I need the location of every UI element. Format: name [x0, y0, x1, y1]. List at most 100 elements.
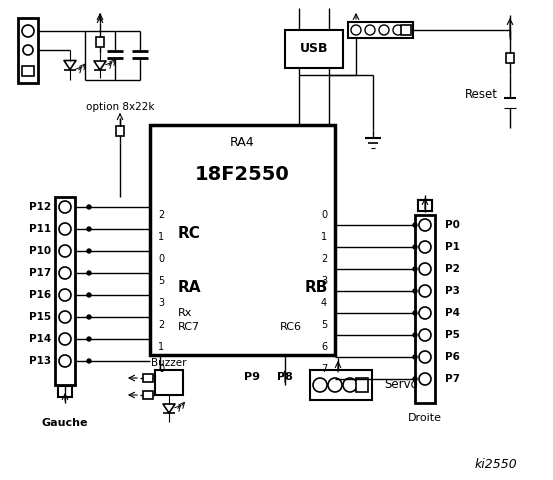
- Text: 5: 5: [321, 320, 327, 330]
- Text: 6: 6: [321, 342, 327, 352]
- Text: P14: P14: [29, 334, 51, 344]
- Bar: [150, 125, 335, 355]
- Circle shape: [313, 378, 327, 392]
- Circle shape: [328, 378, 342, 392]
- Text: Gauche: Gauche: [41, 418, 88, 428]
- Bar: [415, 215, 435, 403]
- Circle shape: [419, 241, 431, 253]
- Text: 0: 0: [321, 210, 327, 220]
- Text: P5: P5: [445, 330, 460, 340]
- Bar: [22, 66, 34, 76]
- Text: P12: P12: [29, 202, 51, 212]
- Text: 3: 3: [158, 298, 164, 308]
- Circle shape: [87, 315, 91, 319]
- Text: P8: P8: [277, 372, 293, 382]
- Circle shape: [59, 201, 71, 213]
- Circle shape: [87, 359, 91, 363]
- Bar: [418, 200, 432, 211]
- Text: 1: 1: [321, 232, 327, 242]
- Circle shape: [419, 351, 431, 363]
- Circle shape: [87, 249, 91, 253]
- Circle shape: [413, 245, 417, 249]
- Text: P10: P10: [29, 246, 51, 256]
- Circle shape: [393, 25, 403, 35]
- Bar: [285, 30, 343, 68]
- Text: Buzzer: Buzzer: [152, 358, 187, 368]
- Text: 0: 0: [158, 364, 164, 374]
- Text: P16: P16: [29, 290, 51, 300]
- Circle shape: [419, 285, 431, 297]
- Text: P13: P13: [29, 356, 51, 366]
- Text: RA: RA: [178, 280, 201, 296]
- Circle shape: [23, 45, 33, 55]
- Circle shape: [343, 378, 357, 392]
- Bar: [506, 52, 514, 62]
- Text: 18F2550: 18F2550: [195, 166, 290, 184]
- Bar: [143, 391, 153, 399]
- Bar: [348, 22, 413, 38]
- Circle shape: [22, 25, 34, 37]
- Circle shape: [59, 355, 71, 367]
- Text: 5: 5: [158, 276, 164, 286]
- Text: 1: 1: [158, 342, 164, 352]
- Text: P15: P15: [29, 312, 51, 322]
- Circle shape: [413, 355, 417, 359]
- Text: P6: P6: [445, 352, 460, 362]
- Bar: [116, 125, 124, 135]
- Circle shape: [59, 311, 71, 323]
- Bar: [418, 200, 432, 211]
- Circle shape: [419, 373, 431, 385]
- Text: ki2550: ki2550: [475, 458, 518, 471]
- Circle shape: [413, 311, 417, 315]
- Circle shape: [379, 25, 389, 35]
- Text: P17: P17: [29, 268, 51, 278]
- Circle shape: [419, 329, 431, 341]
- Circle shape: [59, 223, 71, 235]
- Text: RA4: RA4: [230, 136, 255, 149]
- Text: P9: P9: [244, 372, 260, 382]
- Text: option 8x22k: option 8x22k: [86, 102, 154, 112]
- Text: Rx: Rx: [178, 308, 192, 318]
- Text: P3: P3: [445, 286, 460, 296]
- Text: P0: P0: [445, 220, 460, 230]
- Text: RB: RB: [305, 280, 328, 296]
- Text: Droite: Droite: [408, 413, 442, 423]
- Text: P11: P11: [29, 224, 51, 234]
- Text: P2: P2: [445, 264, 460, 274]
- Circle shape: [413, 333, 417, 337]
- Bar: [310, 370, 372, 400]
- Bar: [96, 36, 104, 47]
- Text: USB: USB: [300, 43, 328, 56]
- Circle shape: [87, 227, 91, 231]
- Text: 4: 4: [321, 298, 327, 308]
- Text: 3: 3: [321, 276, 327, 286]
- Text: 7: 7: [321, 364, 327, 374]
- Circle shape: [87, 293, 91, 297]
- Text: Reset: Reset: [465, 88, 498, 101]
- Text: 0: 0: [158, 254, 164, 264]
- Text: Servo: Servo: [384, 379, 418, 392]
- Text: P1: P1: [445, 242, 460, 252]
- Circle shape: [87, 271, 91, 275]
- Circle shape: [87, 337, 91, 341]
- Text: RC6: RC6: [280, 322, 302, 332]
- Bar: [58, 386, 72, 397]
- Circle shape: [87, 205, 91, 209]
- Circle shape: [413, 289, 417, 293]
- Circle shape: [413, 223, 417, 227]
- Text: P7: P7: [445, 374, 460, 384]
- Text: 1: 1: [158, 232, 164, 242]
- Bar: [55, 197, 75, 385]
- Circle shape: [59, 289, 71, 301]
- Circle shape: [419, 219, 431, 231]
- Bar: [18, 18, 38, 83]
- Bar: [143, 374, 153, 382]
- Circle shape: [419, 263, 431, 275]
- Circle shape: [413, 377, 417, 381]
- Circle shape: [419, 307, 431, 319]
- Bar: [155, 370, 183, 395]
- Circle shape: [59, 245, 71, 257]
- Circle shape: [59, 267, 71, 279]
- Circle shape: [413, 267, 417, 271]
- Circle shape: [59, 333, 71, 345]
